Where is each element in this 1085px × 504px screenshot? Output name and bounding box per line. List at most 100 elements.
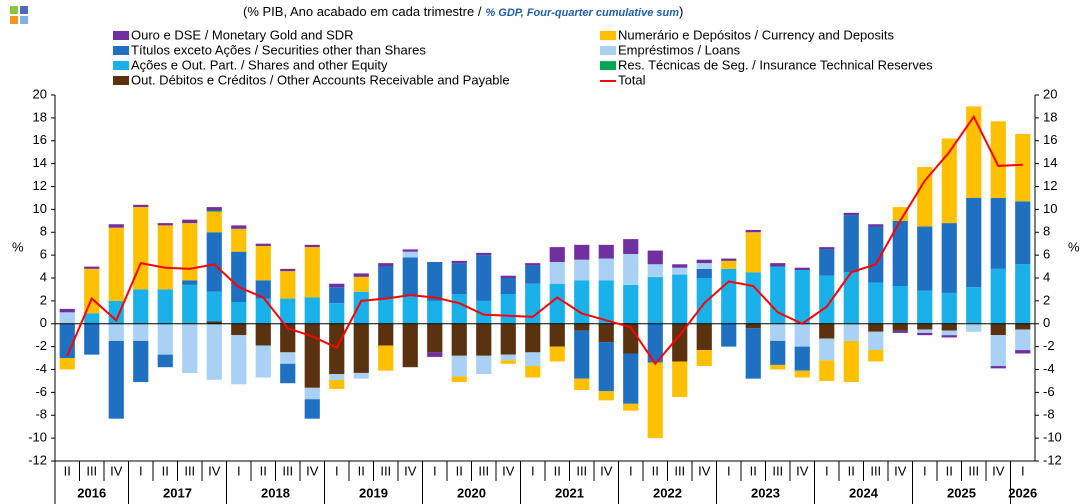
y2-tick-label: -12: [1043, 452, 1062, 467]
bar-segment: [304, 399, 320, 419]
bar-segment: [745, 229, 761, 233]
bar-segment: [721, 260, 737, 269]
x-tick-label: II: [162, 463, 169, 478]
legend-swatch: [113, 46, 129, 55]
bar-segment: [941, 292, 957, 324]
y2-tick-label: 6: [1043, 247, 1050, 262]
y-tick-label: 2: [40, 292, 47, 307]
y-tick-label: 6: [40, 247, 47, 262]
bar-segment: [133, 340, 149, 383]
bar-segment: [696, 259, 712, 264]
bar-segment: [549, 283, 565, 324]
x-tick-label: II: [358, 463, 365, 478]
bar-segment: [280, 323, 296, 353]
x-tick-label: II: [456, 463, 463, 478]
bar-segment: [427, 352, 443, 357]
year-label: 2022: [653, 485, 682, 500]
y2-tick-label: 20: [1043, 86, 1057, 101]
x-tick-label: I: [923, 463, 927, 478]
bar-segment: [917, 323, 933, 330]
y-tick-label: 12: [33, 178, 47, 193]
bar-segment: [868, 331, 884, 351]
x-tick-label: IV: [698, 463, 711, 478]
bar-segment: [868, 282, 884, 324]
bar-segment: [329, 379, 345, 389]
bar-segment: [696, 278, 712, 324]
bar-segment: [329, 323, 345, 375]
year-label: 2024: [849, 485, 879, 500]
bar-segment: [206, 211, 222, 233]
bar-segment: [525, 352, 541, 367]
bar-segment: [378, 263, 394, 267]
bar-segment: [770, 263, 786, 267]
bar-segment: [427, 300, 443, 324]
x-tick-label: II: [750, 463, 757, 478]
bar-segment: [721, 323, 737, 347]
bar-segment: [941, 330, 957, 336]
bar-segment: [500, 323, 516, 355]
x-tick-label: I: [531, 463, 535, 478]
bar-segment: [525, 265, 541, 284]
bar-segment: [941, 323, 957, 331]
x-tick-label: II: [946, 463, 953, 478]
bar-segment: [206, 291, 222, 322]
bar-segment: [84, 268, 100, 314]
bar-segment: [255, 298, 271, 324]
bar-segment: [868, 350, 884, 362]
bar-segment: [892, 220, 908, 287]
bar-segment: [378, 298, 394, 324]
bar-segment: [231, 323, 247, 336]
bar-segment: [1015, 264, 1031, 324]
bar-segment: [990, 366, 1006, 369]
bar-segment: [966, 323, 982, 332]
bar-segment: [182, 219, 198, 224]
bar-segment: [892, 323, 908, 331]
y-tick-label: 10: [33, 201, 47, 216]
x-tick-label: IV: [796, 463, 809, 478]
bar-segment: [843, 215, 859, 273]
bar-segment: [770, 340, 786, 365]
bar-segment: [427, 323, 443, 353]
bar-segment: [990, 323, 1006, 336]
x-tick-label: IV: [600, 463, 613, 478]
bar-segment: [353, 276, 369, 292]
x-tick-label: IV: [208, 463, 221, 478]
bar-segment: [353, 291, 369, 324]
legend-swatch: [113, 31, 129, 40]
y2-tick-label: -4: [1043, 361, 1055, 376]
bar-segment: [966, 106, 982, 198]
bar-segment: [868, 226, 884, 283]
x-tick-label: III: [380, 463, 391, 478]
y-tick-label: 18: [33, 109, 47, 124]
bar-segment: [451, 263, 467, 295]
y2-tick-label: -6: [1043, 384, 1055, 399]
bar-segment: [59, 358, 75, 370]
bar-segment: [304, 247, 320, 298]
y-tick-label: -8: [35, 407, 47, 422]
bar-segment: [108, 224, 124, 228]
bar-segment: [206, 323, 222, 380]
bar-segment: [84, 266, 100, 269]
bar-segment: [623, 284, 639, 324]
bar-segment: [819, 247, 835, 250]
x-tick-label: I: [237, 463, 241, 478]
bar-segment: [525, 366, 541, 378]
bar-segment: [231, 251, 247, 303]
x-tick-label: III: [282, 463, 293, 478]
bar-segment: [402, 296, 418, 324]
bar-segment: [378, 323, 394, 346]
bar-segment: [133, 323, 149, 341]
bar-segment: [745, 232, 761, 273]
legend-label: Empréstimos / Loans: [618, 42, 741, 57]
bar-segment: [745, 323, 761, 329]
legend-swatch: [113, 61, 129, 70]
legend-label: Numerário e Depósitos / Currency and Dep…: [618, 27, 895, 42]
x-tick-label: II: [652, 463, 659, 478]
y2-tick-label: 18: [1043, 109, 1057, 124]
bar-segment: [280, 298, 296, 324]
bar-segment: [500, 275, 516, 278]
chart-title: (% PIB, Ano acabado em cada trimestre /%…: [243, 4, 683, 19]
bar-segment: [255, 323, 271, 346]
y2-tick-label: 0: [1043, 315, 1050, 330]
bar-segment: [157, 225, 173, 290]
